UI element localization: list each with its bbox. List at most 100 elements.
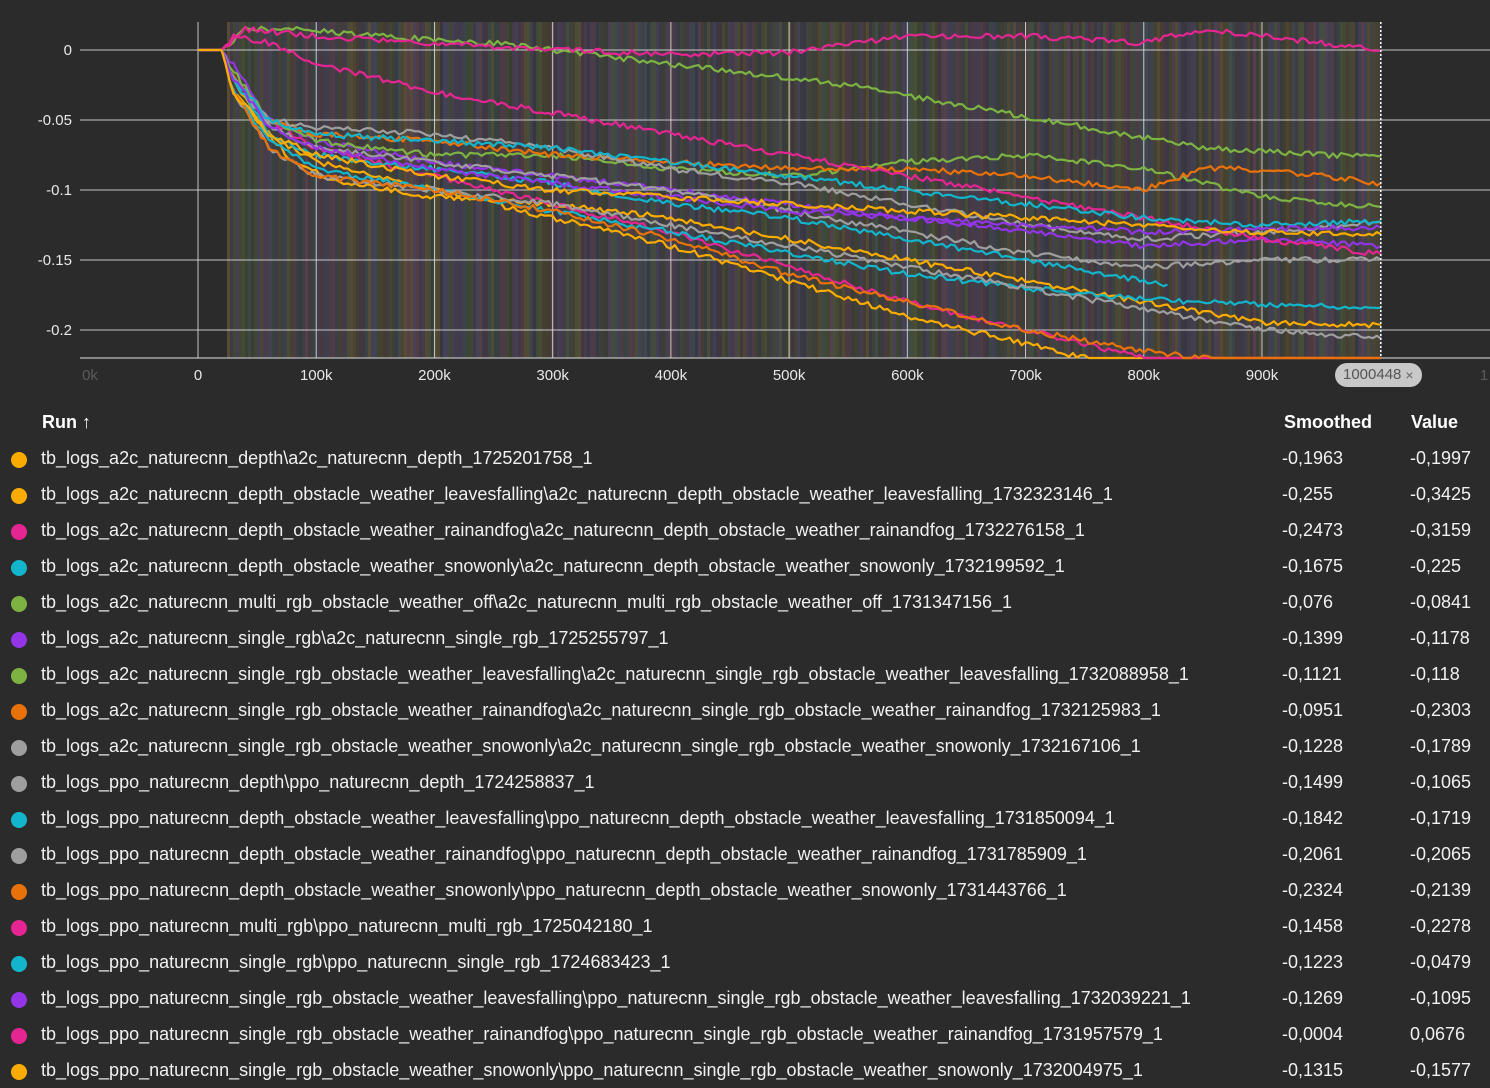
x-tick-label: 900k <box>1246 367 1279 384</box>
x-tick-label: 800k <box>1128 367 1161 384</box>
series-line <box>198 48 1382 271</box>
smoothed-value: -0,2324 <box>1282 880 1344 900</box>
smoothed-value: -0,0004 <box>1282 1024 1344 1044</box>
series-color-dot <box>11 956 27 972</box>
smoothed-value: -0,1315 <box>1282 1060 1344 1080</box>
x-tick-label: 1 <box>1480 367 1488 384</box>
series-color-dot <box>11 524 27 540</box>
table-row[interactable]: tb_logs_ppo_naturecnn_single_rgb_obstacl… <box>0 1052 1490 1088</box>
table-row[interactable]: tb_logs_a2c_naturecnn_single_rgb\a2c_nat… <box>0 620 1490 656</box>
smoothed-value: -0,1121 <box>1282 664 1342 684</box>
series-color-dot <box>11 812 27 828</box>
smoothed-value: -0,0951 <box>1282 700 1344 720</box>
close-icon[interactable]: × <box>1405 367 1414 383</box>
table-row[interactable]: tb_logs_a2c_naturecnn_multi_rgb_obstacle… <box>0 584 1490 620</box>
table-row[interactable]: tb_logs_ppo_naturecnn_depth_obstacle_wea… <box>0 836 1490 872</box>
table-row[interactable]: tb_logs_ppo_naturecnn_depth\ppo_naturecn… <box>0 764 1490 800</box>
series-color-dot <box>11 1028 27 1044</box>
series-color-dot <box>11 668 27 684</box>
series-line <box>198 33 1382 256</box>
table-row[interactable]: tb_logs_a2c_naturecnn_single_rgb_obstacl… <box>0 728 1490 764</box>
run-name: tb_logs_ppo_naturecnn_depth_obstacle_wea… <box>41 808 1115 828</box>
raw-value: -0,1997 <box>1410 448 1472 468</box>
value-column-header[interactable]: Value <box>1411 412 1459 432</box>
series-color-dot <box>11 596 27 612</box>
run-name: tb_logs_a2c_naturecnn_multi_rgb_obstacle… <box>41 592 1013 612</box>
raw-value: -0,2303 <box>1410 700 1472 720</box>
raw-value: -0,1095 <box>1410 988 1472 1008</box>
step-marker-chip[interactable]: 1000448 × <box>1335 363 1422 387</box>
table-row[interactable]: tb_logs_a2c_naturecnn_single_rgb_obstacl… <box>0 656 1490 692</box>
series-color-dot <box>11 740 27 756</box>
run-name: tb_logs_a2c_naturecnn_depth_obstacle_wea… <box>41 484 1113 504</box>
run-name: tb_logs_a2c_naturecnn_single_rgb\a2c_nat… <box>41 628 669 648</box>
run-name: tb_logs_a2c_naturecnn_depth_obstacle_wea… <box>41 520 1085 540</box>
smoothed-value: -0,2473 <box>1282 520 1344 540</box>
run-name: tb_logs_ppo_naturecnn_single_rgb_obstacl… <box>41 1024 1163 1044</box>
table-row[interactable]: tb_logs_ppo_naturecnn_single_rgb_obstacl… <box>0 1016 1490 1052</box>
x-tick-label: 500k <box>773 367 806 384</box>
raw-value: -0,1789 <box>1410 736 1472 756</box>
x-tick-label: 0k <box>82 367 98 384</box>
y-tick-label: -0.15 <box>38 252 72 269</box>
table-row[interactable]: tb_logs_ppo_naturecnn_multi_rgb\ppo_natu… <box>0 908 1490 944</box>
run-name: tb_logs_ppo_naturecnn_single_rgb_obstacl… <box>41 1060 1143 1080</box>
x-tick-label: 700k <box>1009 367 1042 384</box>
run-name: tb_logs_a2c_naturecnn_depth_obstacle_wea… <box>41 556 1065 576</box>
raw-value: -0,225 <box>1410 556 1462 576</box>
smoothed-column-header[interactable]: Smoothed <box>1284 412 1372 432</box>
series-color-dot <box>11 560 27 576</box>
x-tick-label: 0 <box>194 367 202 384</box>
series-color-dot <box>11 848 27 864</box>
raw-value: -0,1719 <box>1410 808 1472 828</box>
raw-value: -0,1065 <box>1410 772 1472 792</box>
smoothed-value: -0,2061 <box>1282 844 1344 864</box>
table-row[interactable]: tb_logs_ppo_naturecnn_depth_obstacle_wea… <box>0 800 1490 836</box>
run-name: tb_logs_a2c_naturecnn_single_rgb_obstacl… <box>41 700 1161 720</box>
series-color-dot <box>11 884 27 900</box>
series-color-dot <box>11 992 27 1008</box>
run-name: tb_logs_ppo_naturecnn_depth_obstacle_wea… <box>41 880 1067 900</box>
table-row[interactable]: tb_logs_a2c_naturecnn_depth\a2c_naturecn… <box>0 440 1490 476</box>
raw-value: -0,1178 <box>1410 628 1470 648</box>
table-row[interactable]: tb_logs_a2c_naturecnn_depth_obstacle_wea… <box>0 512 1490 548</box>
table-row[interactable]: tb_logs_a2c_naturecnn_depth_obstacle_wea… <box>0 548 1490 584</box>
chart-canvas[interactable]: 0 -0.05 -0.1 -0.15 -0.2 0k 0 100k 200k 300k 400k 50… <box>0 0 1490 400</box>
smoothed-value: -0,1223 <box>1282 952 1344 972</box>
run-name: tb_logs_ppo_naturecnn_single_rgb\ppo_nat… <box>41 952 671 972</box>
run-name: tb_logs_ppo_naturecnn_depth_obstacle_wea… <box>41 844 1087 864</box>
raw-value: -0,3159 <box>1410 520 1472 540</box>
smoothed-value: -0,1963 <box>1282 448 1344 468</box>
series-line <box>198 48 1382 236</box>
x-tick-label: 600k <box>891 367 924 384</box>
smoothed-value: -0,1842 <box>1282 808 1344 828</box>
run-column-header[interactable]: Run ↑ <box>42 412 91 432</box>
run-name: tb_logs_a2c_naturecnn_single_rgb_obstacl… <box>41 736 1141 756</box>
x-tick-label: 300k <box>536 367 569 384</box>
series-line <box>198 25 1381 159</box>
line-chart[interactable]: 0 -0.05 -0.1 -0.15 -0.2 0k 0 100k 200k 300k 400k 50… <box>0 0 1490 400</box>
run-name: tb_logs_a2c_naturecnn_depth\a2c_naturecn… <box>41 448 593 468</box>
smoothed-value: -0,1399 <box>1282 628 1344 648</box>
table-row[interactable]: tb_logs_ppo_naturecnn_depth_obstacle_wea… <box>0 872 1490 908</box>
series-line <box>198 48 1382 237</box>
step-marker-label: 1000448 <box>1343 366 1402 383</box>
raw-value: -0,0841 <box>1410 592 1472 612</box>
series-line <box>198 25 1381 58</box>
y-tick-label: -0.1 <box>46 182 72 199</box>
smoothed-value: -0,076 <box>1282 592 1334 612</box>
raw-value: -0,2139 <box>1410 880 1472 900</box>
series-line <box>198 48 1381 329</box>
smoothed-value: -0,1269 <box>1282 988 1344 1008</box>
raw-value: -0,2278 <box>1410 916 1472 936</box>
y-tick-label: -0.05 <box>38 112 72 129</box>
series-color-dot <box>11 488 27 504</box>
table-row[interactable]: tb_logs_ppo_naturecnn_single_rgb\ppo_nat… <box>0 944 1490 980</box>
table-row[interactable]: tb_logs_a2c_naturecnn_single_rgb_obstacl… <box>0 692 1490 728</box>
raw-value: -0,118 <box>1410 664 1460 684</box>
series-color-dot <box>11 704 27 720</box>
table-row[interactable]: tb_logs_ppo_naturecnn_single_rgb_obstacl… <box>0 980 1490 1016</box>
run-name: tb_logs_a2c_naturecnn_single_rgb_obstacl… <box>41 664 1189 684</box>
run-name: tb_logs_ppo_naturecnn_depth\ppo_naturecn… <box>41 772 595 792</box>
table-row[interactable]: tb_logs_a2c_naturecnn_depth_obstacle_wea… <box>0 476 1490 512</box>
